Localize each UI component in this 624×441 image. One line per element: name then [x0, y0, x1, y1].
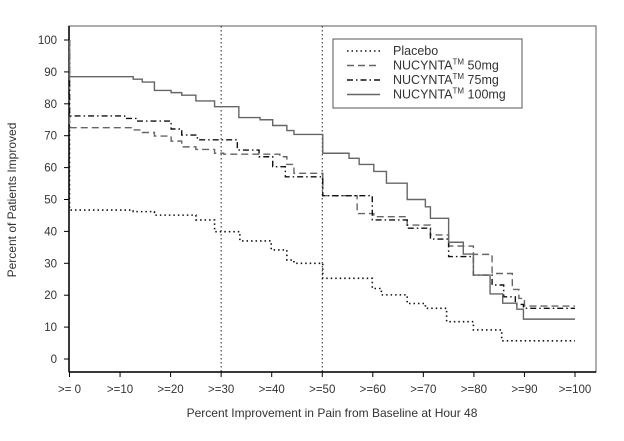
x-tick-label: >=30 — [208, 384, 234, 396]
legend-entry: Placebo — [393, 44, 438, 58]
x-tick-label: >= 0 — [58, 384, 81, 396]
series-line-nucynta-100mg — [68, 40, 575, 320]
x-tick-label: >=100 — [559, 384, 592, 396]
y-tick-label: 50 — [44, 195, 57, 207]
series-line-nucynta-75mg — [68, 40, 575, 309]
y-tick-label: 90 — [44, 67, 57, 79]
y-tick-label: 40 — [44, 226, 57, 238]
x-tick-label: >=20 — [157, 384, 183, 396]
series-line-nucynta-50mg — [68, 40, 575, 307]
x-tick-label: >=70 — [410, 384, 436, 396]
legend-entry: NUCYNTATM 75mg — [393, 72, 499, 87]
x-tick-label: >=90 — [511, 384, 537, 396]
y-tick-label: 20 — [44, 290, 57, 302]
y-tick-label: 100 — [38, 35, 57, 47]
y-tick-label: 70 — [44, 131, 57, 143]
y-tick-label: 0 — [51, 354, 57, 366]
x-tick-label: >=40 — [259, 384, 285, 396]
y-tick-label: 10 — [44, 322, 57, 334]
y-tick-label: 60 — [44, 163, 57, 175]
legend-entry: NUCYNTATM 100mg — [393, 87, 506, 102]
x-tick-label: >=80 — [461, 384, 487, 396]
y-axis-label: Percent of Patients Improved — [5, 123, 19, 278]
legend-entry: NUCYNTATM 50mg — [393, 58, 499, 73]
legend-box — [332, 38, 523, 109]
x-tick-label: >=50 — [309, 384, 335, 396]
y-tick-label: 30 — [44, 258, 57, 270]
x-tick-label: >=10 — [107, 384, 133, 396]
y-tick-label: 80 — [44, 99, 57, 111]
x-tick-label: >=60 — [360, 384, 386, 396]
x-axis-label: Percent Improvement in Pain from Baselin… — [187, 406, 478, 420]
